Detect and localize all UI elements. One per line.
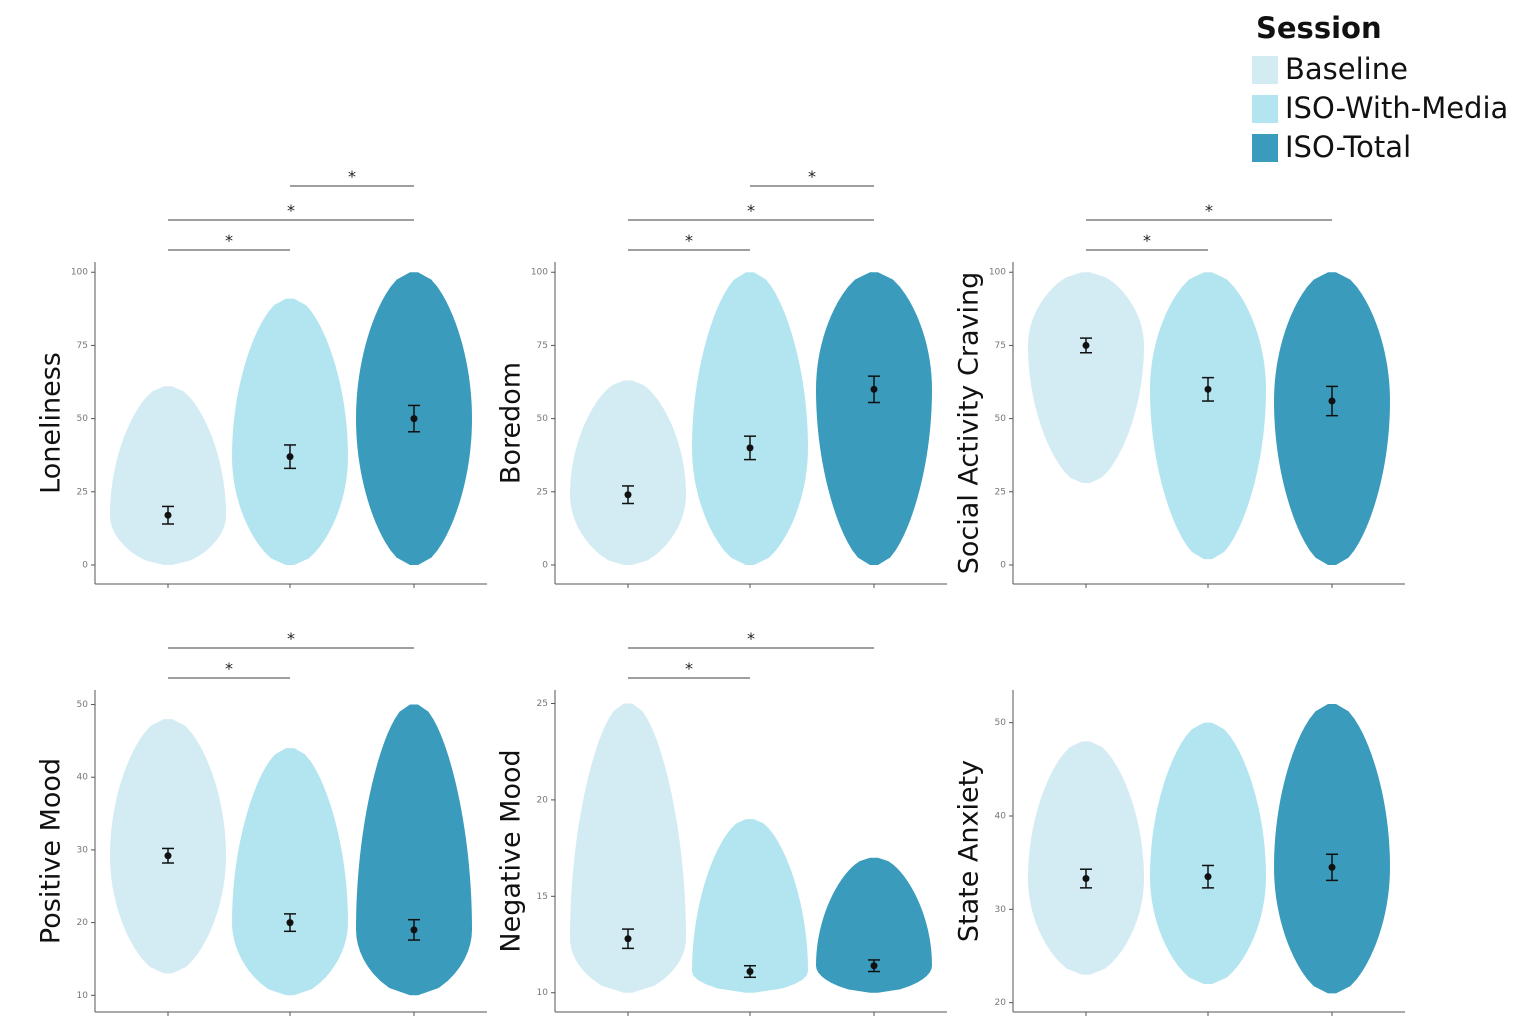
violin bbox=[110, 719, 226, 974]
violin bbox=[110, 386, 226, 565]
y-tick-label: 25 bbox=[537, 487, 548, 497]
violin bbox=[816, 857, 932, 993]
violin bbox=[1150, 722, 1266, 984]
significance-label: * bbox=[225, 231, 233, 250]
y-tick-label: 20 bbox=[995, 998, 1007, 1008]
y-tick-label: 30 bbox=[995, 905, 1007, 915]
y-tick-label: 100 bbox=[989, 268, 1006, 278]
mean-point bbox=[1328, 863, 1336, 871]
mean-point bbox=[624, 491, 632, 499]
y-tick-label: 50 bbox=[995, 718, 1007, 728]
legend-title: Session bbox=[1256, 11, 1382, 45]
y-tick-label: 50 bbox=[77, 414, 89, 424]
mean-point bbox=[164, 511, 172, 519]
violin bbox=[1028, 741, 1144, 975]
mean-point bbox=[746, 444, 754, 452]
y-axis-label: Social Activity Craving bbox=[954, 272, 985, 574]
y-tick-label: 100 bbox=[531, 268, 548, 278]
y-tick-label: 15 bbox=[537, 892, 548, 902]
violin bbox=[1150, 272, 1266, 560]
mean-point bbox=[746, 968, 754, 976]
violin bbox=[1274, 704, 1390, 994]
y-axis-label: Boredom bbox=[496, 362, 527, 484]
legend-label: ISO-Total bbox=[1285, 130, 1411, 164]
y-axis-label: Negative Mood bbox=[496, 749, 527, 952]
mean-point bbox=[1204, 385, 1212, 393]
mean-point bbox=[410, 415, 418, 423]
violin bbox=[1274, 272, 1390, 565]
mean-point bbox=[624, 935, 632, 943]
violin bbox=[1028, 272, 1144, 484]
significance-label: * bbox=[287, 629, 295, 648]
y-tick-label: 50 bbox=[995, 414, 1007, 424]
y-tick-label: 10 bbox=[537, 988, 549, 998]
violin bbox=[232, 748, 348, 996]
y-tick-label: 75 bbox=[537, 341, 548, 351]
violin bbox=[356, 704, 472, 996]
y-tick-label: 75 bbox=[995, 341, 1006, 351]
y-tick-label: 25 bbox=[77, 487, 88, 497]
significance-label: * bbox=[808, 167, 816, 186]
significance-label: * bbox=[287, 201, 295, 220]
y-tick-label: 0 bbox=[82, 560, 88, 570]
y-axis-label: Positive Mood bbox=[36, 758, 67, 944]
y-tick-label: 20 bbox=[537, 795, 549, 805]
y-tick-label: 0 bbox=[1000, 560, 1006, 570]
violin bbox=[692, 819, 808, 993]
legend-label: ISO-With-Media bbox=[1285, 91, 1508, 125]
y-tick-label: 0 bbox=[542, 560, 548, 570]
significance-label: * bbox=[685, 231, 693, 250]
legend-swatch bbox=[1252, 56, 1278, 84]
significance-label: * bbox=[747, 629, 755, 648]
mean-point bbox=[164, 852, 172, 860]
mean-point bbox=[1204, 873, 1212, 881]
violin bbox=[570, 380, 686, 565]
y-tick-label: 100 bbox=[71, 268, 88, 278]
mean-point bbox=[1082, 875, 1090, 883]
y-tick-label: 30 bbox=[77, 845, 89, 855]
mean-point bbox=[286, 919, 294, 927]
y-tick-label: 25 bbox=[995, 487, 1006, 497]
significance-label: * bbox=[747, 201, 755, 220]
mean-point bbox=[870, 385, 878, 393]
y-tick-label: 40 bbox=[995, 812, 1007, 822]
significance-label: * bbox=[348, 167, 356, 186]
y-tick-label: 75 bbox=[77, 341, 88, 351]
legend-swatch bbox=[1252, 134, 1278, 162]
mean-point bbox=[1082, 341, 1090, 349]
y-tick-label: 20 bbox=[77, 918, 89, 928]
y-axis-label: State Anxiety bbox=[954, 760, 985, 942]
violin bbox=[232, 298, 348, 565]
significance-label: * bbox=[225, 659, 233, 678]
significance-label: * bbox=[685, 659, 693, 678]
significance-label: * bbox=[1143, 231, 1151, 250]
y-tick-label: 50 bbox=[537, 414, 549, 424]
violin bbox=[816, 272, 932, 565]
violin bbox=[692, 272, 808, 565]
y-tick-label: 40 bbox=[77, 773, 89, 783]
y-tick-label: 50 bbox=[77, 700, 89, 710]
violin bbox=[570, 703, 686, 993]
legend-label: Baseline bbox=[1285, 52, 1408, 86]
mean-point bbox=[410, 926, 418, 934]
mean-point bbox=[870, 962, 878, 970]
mean-point bbox=[1328, 397, 1336, 405]
y-tick-label: 25 bbox=[537, 699, 548, 709]
legend-swatch bbox=[1252, 95, 1278, 123]
mean-point bbox=[286, 453, 294, 461]
significance-label: * bbox=[1205, 201, 1213, 220]
y-tick-label: 10 bbox=[77, 991, 89, 1001]
y-axis-label: Loneliness bbox=[36, 352, 67, 494]
